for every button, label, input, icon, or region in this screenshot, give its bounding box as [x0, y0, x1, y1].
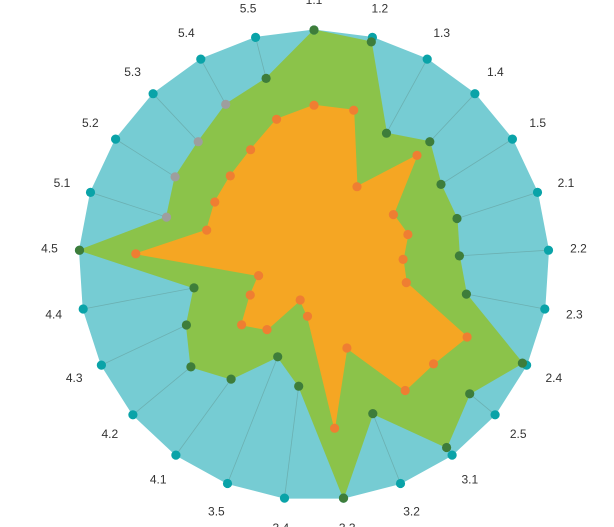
- category-label-1.2: 1.2: [372, 1, 389, 15]
- category-label-2.1: 2.1: [558, 176, 575, 190]
- category-label-1.4: 1.4: [487, 65, 504, 79]
- middle-point-4.2: [186, 362, 196, 372]
- middle-point-5.5: [261, 73, 271, 83]
- middle-point-2.4: [517, 358, 528, 368]
- middle-point-5.1: [161, 212, 172, 222]
- inner-point-3.2: [342, 343, 352, 353]
- tick-labels-layer: 1.1 1.2 1.3 1.4 1.5 2.1 2.2 2.3 2.4 2.5 3.1 3.2 3.3 3…: [41, 0, 587, 527]
- inner-point-2.1: [403, 229, 413, 240]
- category-label-4.1: 4.1: [150, 472, 167, 486]
- outer-point-5.2: [111, 134, 121, 144]
- category-label-3.3: 3.3: [339, 521, 356, 527]
- inner-point-3.1: [400, 385, 410, 396]
- outer-point-4.2: [128, 410, 138, 420]
- inner-point-5.2: [210, 197, 220, 207]
- middle-point-3.4: [294, 381, 304, 391]
- category-label-3.4: 3.4: [272, 521, 289, 527]
- outer-point-3.5: [222, 478, 233, 489]
- category-label-5.2: 5.2: [82, 116, 99, 130]
- inner-point-5.3: [225, 171, 235, 181]
- inner-point-2.5: [428, 359, 439, 369]
- inner-point-2.4: [462, 332, 472, 342]
- category-label-5.3: 5.3: [124, 65, 141, 79]
- outer-point-2.2: [543, 245, 554, 255]
- outer-point-3.1: [447, 450, 457, 460]
- middle-point-4.3: [181, 320, 191, 330]
- inner-point-4.2: [237, 320, 247, 330]
- outer-point-1.3: [422, 54, 432, 64]
- inner-point-1.1: [309, 100, 319, 110]
- outer-point-5.1: [85, 187, 96, 197]
- middle-point-2.3: [461, 289, 471, 299]
- middle-point-1.2: [366, 37, 376, 47]
- middle-point-3.3: [338, 493, 349, 503]
- category-label-2.3: 2.3: [566, 308, 583, 322]
- category-label-1.3: 1.3: [433, 26, 450, 40]
- inner-point-4.5: [131, 249, 141, 259]
- middle-point-1.1: [309, 25, 319, 35]
- category-label-5.4: 5.4: [178, 26, 195, 40]
- outer-point-5.4: [196, 54, 206, 64]
- outer-point-1.5: [507, 134, 517, 144]
- middle-point-3.2: [368, 409, 378, 419]
- inner-point-2.2: [398, 254, 408, 264]
- inner-point-4.3: [245, 290, 255, 300]
- middle-point-1.5: [436, 179, 446, 189]
- outer-point-5.3: [148, 89, 158, 99]
- middle-point-2.5: [465, 389, 475, 399]
- outer-point-2.1: [532, 187, 543, 197]
- middle-point-3.5: [273, 352, 283, 362]
- outer-point-4.1: [171, 450, 181, 460]
- inner-point-5.5: [272, 114, 282, 124]
- inner-point-1.4: [412, 150, 422, 160]
- category-label-4.4: 4.4: [45, 308, 62, 322]
- middle-point-1.3: [381, 128, 392, 138]
- middle-point-1.4: [425, 137, 435, 147]
- inner-point-1.3: [352, 182, 362, 192]
- inner-point-5.4: [246, 145, 256, 155]
- outer-point-4.4: [78, 304, 88, 314]
- inner-point-3.5: [295, 295, 305, 305]
- middle-point-5.3: [193, 137, 203, 147]
- category-label-4.5: 4.5: [41, 241, 58, 255]
- outer-point-2.5: [490, 410, 500, 420]
- category-label-5.5: 5.5: [240, 1, 257, 15]
- outer-point-3.2: [395, 478, 406, 489]
- markers-layer: [74, 25, 554, 503]
- inner-point-2.3: [401, 278, 411, 288]
- outer-point-4.3: [96, 360, 106, 370]
- middle-point-5.4: [221, 99, 231, 109]
- inner-point-3.4: [302, 311, 313, 321]
- middle-point-2.1: [452, 213, 462, 224]
- middle-point-4.5: [74, 245, 85, 255]
- outer-point-5.5: [251, 32, 261, 43]
- inner-point-1.5: [388, 210, 398, 220]
- outer-point-2.3: [540, 304, 550, 314]
- middle-point-2.2: [454, 251, 464, 261]
- inner-point-3.3: [330, 423, 340, 433]
- category-label-4.3: 4.3: [66, 371, 83, 385]
- category-label-3.1: 3.1: [461, 472, 478, 486]
- inner-point-4.4: [254, 271, 264, 281]
- category-label-4.2: 4.2: [101, 427, 118, 441]
- category-label-1.1: 1.1: [306, 0, 323, 7]
- category-label-3.2: 3.2: [403, 504, 420, 518]
- category-label-5.1: 5.1: [54, 176, 71, 190]
- inner-point-4.1: [262, 325, 272, 335]
- inner-point-1.2: [349, 105, 359, 115]
- outer-point-1.4: [470, 89, 480, 99]
- category-label-2.5: 2.5: [510, 427, 527, 441]
- outer-point-3.4: [279, 493, 290, 503]
- category-label-2.2: 2.2: [570, 241, 587, 255]
- category-label-3.5: 3.5: [208, 504, 225, 518]
- middle-point-5.2: [170, 172, 180, 182]
- middle-point-4.1: [226, 374, 236, 384]
- middle-point-3.1: [442, 442, 452, 453]
- middle-point-4.4: [189, 283, 199, 293]
- category-label-2.4: 2.4: [545, 371, 562, 385]
- inner-point-5.1: [202, 225, 212, 235]
- category-label-1.5: 1.5: [529, 116, 546, 130]
